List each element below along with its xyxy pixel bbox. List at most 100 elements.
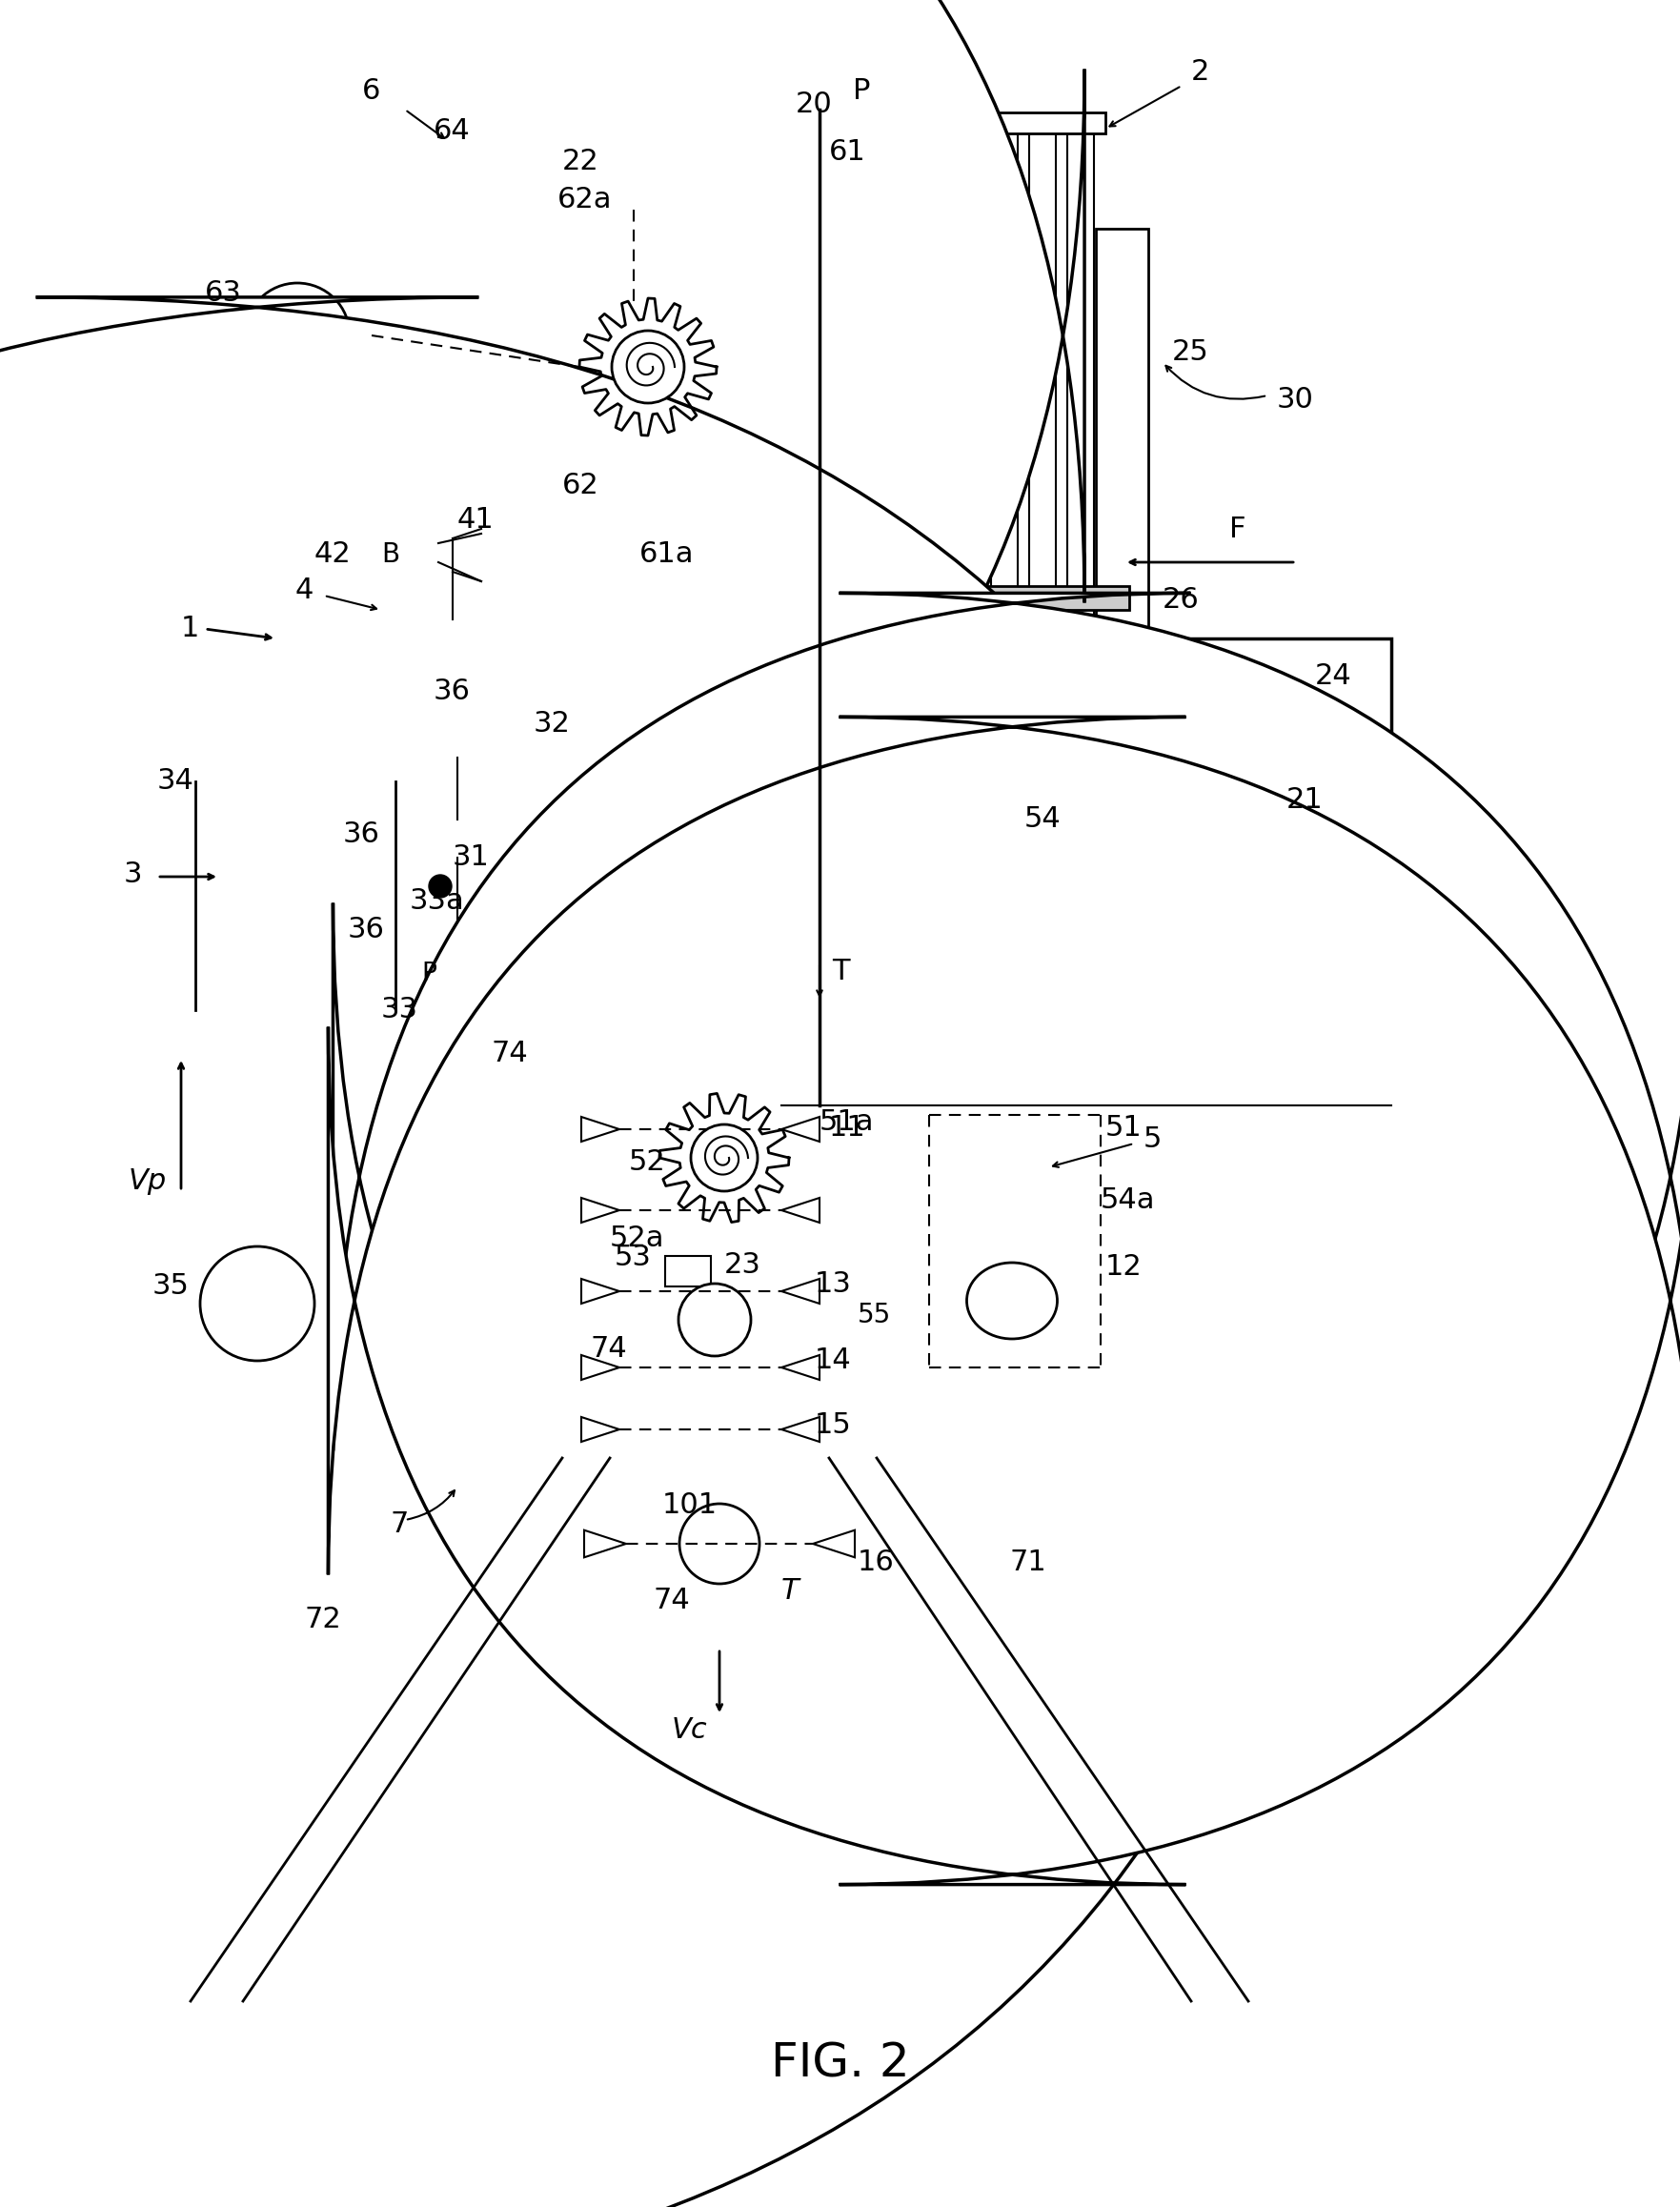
Text: P: P bbox=[853, 77, 870, 104]
Text: 7: 7 bbox=[391, 1512, 410, 1538]
Text: 36: 36 bbox=[348, 916, 385, 942]
Polygon shape bbox=[585, 1529, 627, 1558]
Text: 11: 11 bbox=[828, 1115, 865, 1141]
Circle shape bbox=[395, 934, 472, 1011]
Text: 61: 61 bbox=[828, 139, 865, 166]
Circle shape bbox=[497, 1013, 551, 1066]
Polygon shape bbox=[581, 1417, 620, 1441]
Text: Vc: Vc bbox=[672, 1715, 707, 1744]
Text: 35: 35 bbox=[153, 1273, 190, 1300]
Polygon shape bbox=[581, 1198, 620, 1223]
Text: 2: 2 bbox=[1191, 57, 1210, 86]
Bar bbox=[857, 638, 1391, 847]
Text: 23: 23 bbox=[724, 1251, 761, 1280]
Polygon shape bbox=[581, 1355, 620, 1379]
Text: T: T bbox=[832, 958, 850, 987]
Bar bbox=[480, 748, 596, 823]
Text: 74: 74 bbox=[654, 1587, 690, 1616]
Text: 33a: 33a bbox=[410, 887, 465, 914]
Text: 15: 15 bbox=[815, 1410, 852, 1439]
Polygon shape bbox=[581, 1117, 620, 1141]
Polygon shape bbox=[781, 1278, 820, 1304]
Text: 34: 34 bbox=[158, 768, 195, 795]
Polygon shape bbox=[581, 1278, 620, 1304]
Polygon shape bbox=[781, 1117, 820, 1141]
Circle shape bbox=[423, 892, 491, 958]
Text: F: F bbox=[1230, 514, 1247, 543]
Text: 31: 31 bbox=[452, 843, 489, 872]
Bar bbox=[665, 1256, 711, 1287]
Bar bbox=[1030, 115, 1055, 733]
Bar bbox=[916, 115, 941, 733]
Ellipse shape bbox=[966, 1262, 1057, 1340]
Text: 14: 14 bbox=[815, 1346, 852, 1375]
Text: 26: 26 bbox=[1163, 587, 1200, 614]
Text: 32: 32 bbox=[534, 711, 571, 737]
Circle shape bbox=[679, 1284, 751, 1355]
Text: 42: 42 bbox=[314, 541, 351, 569]
FancyBboxPatch shape bbox=[0, 0, 1085, 1035]
Circle shape bbox=[612, 331, 684, 404]
Bar bbox=[991, 115, 1018, 733]
Polygon shape bbox=[781, 1198, 820, 1223]
Bar bbox=[953, 115, 979, 733]
Text: 33: 33 bbox=[381, 995, 418, 1024]
Text: B: B bbox=[381, 541, 400, 567]
Circle shape bbox=[195, 909, 395, 1110]
Text: 52a: 52a bbox=[610, 1225, 665, 1254]
Text: 22: 22 bbox=[563, 148, 600, 177]
Bar bbox=[825, 587, 1129, 609]
Text: 41: 41 bbox=[457, 505, 494, 534]
Text: 21: 21 bbox=[1287, 786, 1324, 814]
Circle shape bbox=[438, 1020, 496, 1077]
Circle shape bbox=[200, 1247, 314, 1362]
Text: 62: 62 bbox=[563, 472, 600, 499]
Text: 25: 25 bbox=[1173, 338, 1210, 366]
Text: 61a: 61a bbox=[640, 541, 694, 569]
Text: 36: 36 bbox=[343, 821, 380, 847]
Text: T: T bbox=[781, 1578, 800, 1604]
Polygon shape bbox=[781, 1417, 820, 1441]
Circle shape bbox=[195, 682, 395, 881]
Circle shape bbox=[353, 510, 438, 596]
Text: 74: 74 bbox=[491, 1039, 528, 1066]
Text: 3: 3 bbox=[124, 861, 143, 889]
Bar bbox=[480, 510, 620, 596]
Text: 63: 63 bbox=[205, 280, 242, 307]
Text: 64: 64 bbox=[433, 117, 470, 146]
Text: 30: 30 bbox=[1277, 386, 1314, 415]
Circle shape bbox=[690, 1123, 758, 1192]
Circle shape bbox=[423, 790, 491, 859]
Polygon shape bbox=[781, 1355, 820, 1379]
Circle shape bbox=[679, 1503, 759, 1585]
Bar bbox=[857, 113, 1105, 132]
Text: 13: 13 bbox=[815, 1271, 852, 1298]
Text: 53: 53 bbox=[615, 1245, 652, 1271]
Text: 55: 55 bbox=[857, 1302, 890, 1329]
Text: FIG. 2: FIG. 2 bbox=[771, 2041, 909, 2086]
Circle shape bbox=[428, 874, 452, 898]
FancyBboxPatch shape bbox=[328, 717, 1680, 1885]
Text: 5: 5 bbox=[1144, 1126, 1163, 1152]
Bar bbox=[1067, 115, 1094, 733]
Ellipse shape bbox=[968, 1139, 1062, 1216]
Text: 54: 54 bbox=[1025, 806, 1062, 834]
Bar bbox=[877, 115, 904, 733]
Circle shape bbox=[423, 691, 491, 757]
Text: 20: 20 bbox=[796, 90, 833, 119]
Text: 54a: 54a bbox=[1100, 1187, 1156, 1214]
Text: 101: 101 bbox=[662, 1492, 717, 1518]
Text: 16: 16 bbox=[857, 1549, 894, 1576]
FancyBboxPatch shape bbox=[0, 298, 1366, 2207]
Text: 4: 4 bbox=[296, 576, 314, 605]
Text: 36: 36 bbox=[433, 678, 470, 704]
Text: 72: 72 bbox=[306, 1607, 341, 1633]
FancyBboxPatch shape bbox=[333, 594, 1680, 1761]
Text: 71: 71 bbox=[1010, 1549, 1047, 1576]
Text: Vp: Vp bbox=[129, 1168, 166, 1196]
Bar bbox=[781, 591, 803, 1134]
Circle shape bbox=[245, 282, 349, 388]
Text: 1: 1 bbox=[181, 616, 200, 642]
Polygon shape bbox=[813, 1529, 855, 1558]
Text: 6: 6 bbox=[363, 77, 381, 104]
